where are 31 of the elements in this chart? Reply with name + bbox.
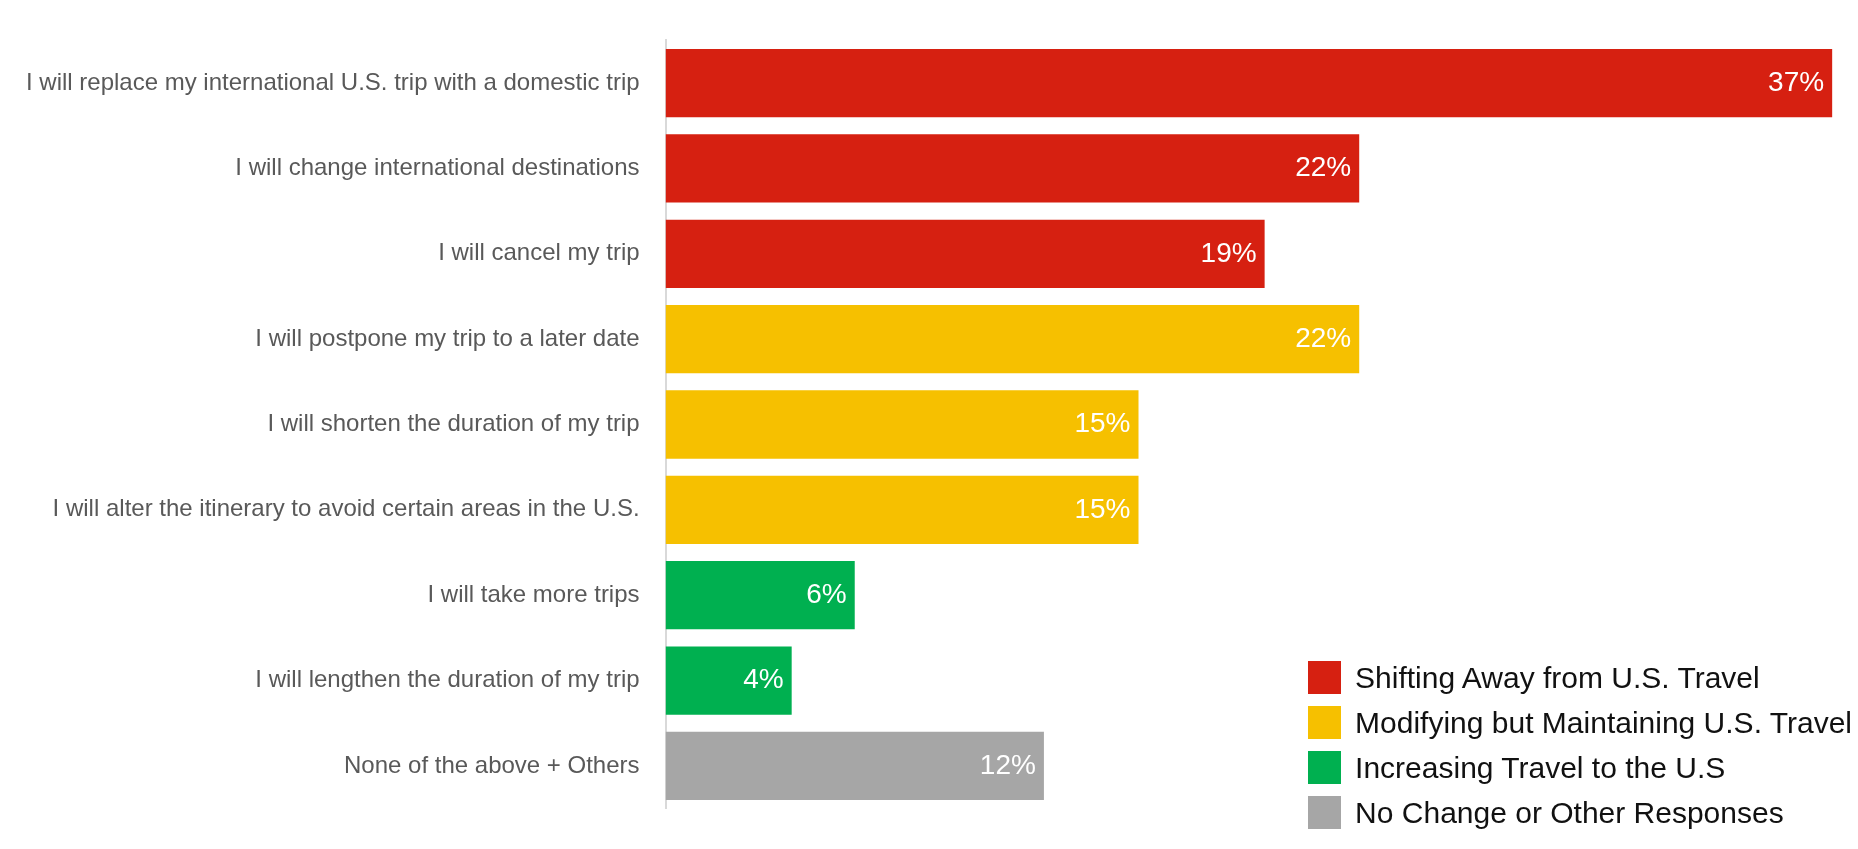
data-label: 22%	[1295, 321, 1352, 353]
y-tick-label: I will postpone my trip to a later date	[255, 323, 640, 351]
legend-label: Modifying but Maintaining U.S. Travel	[1355, 705, 1852, 740]
data-label: 15%	[1074, 407, 1131, 439]
bar	[665, 134, 1360, 203]
y-tick-label: I will take more trips	[427, 579, 640, 607]
y-tick-label: None of the above + Others	[344, 750, 640, 778]
legend-label: Shifting Away from U.S. Travel	[1355, 660, 1760, 695]
bar	[665, 219, 1265, 288]
data-label: 37%	[1768, 65, 1825, 97]
legend-label: No Change or Other Responses	[1355, 795, 1784, 830]
data-label: 12%	[979, 748, 1036, 780]
y-tick-label: I will change international destinations	[235, 153, 640, 181]
data-label: 19%	[1200, 236, 1257, 268]
bar	[665, 305, 1360, 374]
bar	[665, 731, 1044, 801]
data-label: 22%	[1295, 151, 1352, 183]
bar	[665, 561, 855, 630]
y-tick-label: I will replace my international U.S. trip with a domestic trip	[26, 67, 640, 95]
y-tick-label: I will lengthen the duration of my trip	[255, 665, 640, 693]
bar	[665, 48, 1833, 118]
bar	[665, 646, 792, 715]
legend-label: Increasing Travel to the U.S	[1355, 750, 1726, 785]
data-label: 6%	[806, 577, 847, 609]
data-label: 15%	[1074, 492, 1131, 524]
data-label: 4%	[743, 663, 784, 695]
y-tick-label: I will shorten the duration of my trip	[267, 409, 640, 437]
bar	[665, 475, 1139, 544]
y-tick-label: I will alter the itinerary to avoid certain areas in the U.S.	[52, 494, 640, 522]
y-tick-label: I will cancel my trip	[438, 238, 640, 266]
bar	[665, 390, 1139, 459]
